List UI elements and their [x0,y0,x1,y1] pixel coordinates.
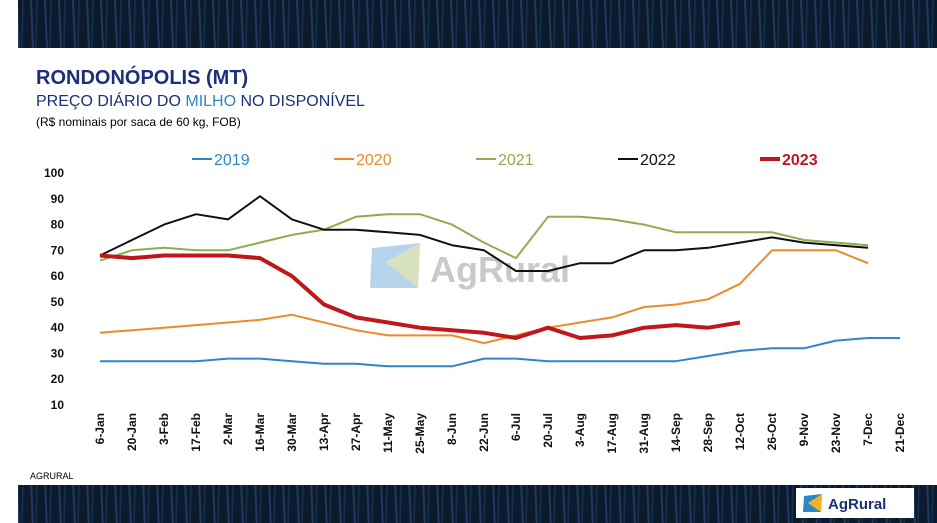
y-tick-label: 40 [51,321,65,335]
y-tick-label: 100 [44,166,64,180]
y-tick-label: 70 [51,243,65,257]
x-tick-label: 21-Dec [893,413,907,453]
legend-label: 2021 [498,152,534,169]
x-tick-label: 9-Nov [797,413,811,447]
y-tick-label: 60 [51,269,65,283]
y-tick-label: 90 [51,192,65,206]
subtitle: PREÇO DIÁRIO DO MILHO NO DISPONÍVEL [36,91,365,110]
x-tick-label: 12-Oct [733,413,747,450]
x-tick-label: 13-Apr [317,413,331,451]
source: AGRURAL [30,471,74,481]
x-tick-label: 17-Feb [189,413,203,452]
subtitle-part: MILHO [185,93,236,110]
x-tick-label: 2-Mar [221,413,235,445]
y-tick-label: 30 [51,346,65,360]
subtitle-part: NO DISPONÍVEL [236,91,365,110]
y-tick-label: 50 [51,295,65,309]
x-tick-label: 27-Apr [349,413,363,451]
x-tick-label: 16-Mar [253,413,267,452]
chart-title: RONDONÓPOLIS (MT) [36,65,248,89]
x-tick-label: 26-Oct [765,413,779,450]
x-tick-label: 6-Jan [93,413,107,444]
x-tick-label: 14-Sep [669,413,683,452]
subtitle-part: PREÇO DIÁRIO DO [36,91,185,110]
legend-label: 2020 [356,152,392,169]
x-tick-label: 3-Feb [157,413,171,445]
series-line [99,253,741,340]
x-tick-label: 28-Sep [701,413,715,452]
watermark-icon [385,243,420,288]
x-tick-label: 30-Mar [285,413,299,452]
logo-icon [808,494,822,512]
legend-label: 2022 [640,152,676,169]
x-tick-label: 25-May [413,413,427,454]
x-tick-label: 22-Jun [477,413,491,452]
watermark: AgRural [430,249,570,290]
x-tick-label: 20-Jan [125,413,139,451]
x-tick-label: 6-Jul [509,413,523,441]
x-tick-label: 8-Jun [445,413,459,445]
x-tick-label: 23-Nov [829,413,843,453]
left-margin [0,0,18,523]
x-tick-label: 3-Aug [573,413,587,447]
bottom-band [18,485,937,523]
series-line [99,213,869,262]
x-tick-label: 31-Aug [637,413,651,454]
watermark-icon [370,243,420,288]
logo: AgRural [828,496,886,513]
series-line [100,337,900,368]
series-line [99,195,869,272]
y-tick-label: 80 [51,218,65,232]
legend-label: 2019 [214,152,250,169]
x-tick-label: 7-Dec [861,413,875,446]
legend-label: 2023 [782,152,818,169]
x-tick-label: 11-May [381,413,395,453]
top-band [18,0,937,48]
y-tick-label: 10 [51,398,65,412]
note: (R$ nominais por saca de 60 kg, FOB) [36,115,241,129]
y-tick-label: 20 [51,372,65,386]
watermark-group: AgRural [370,243,570,290]
x-tick-label: 20-Jul [541,413,555,448]
series-line [99,249,869,345]
x-tick-label: 17-Aug [605,413,619,454]
